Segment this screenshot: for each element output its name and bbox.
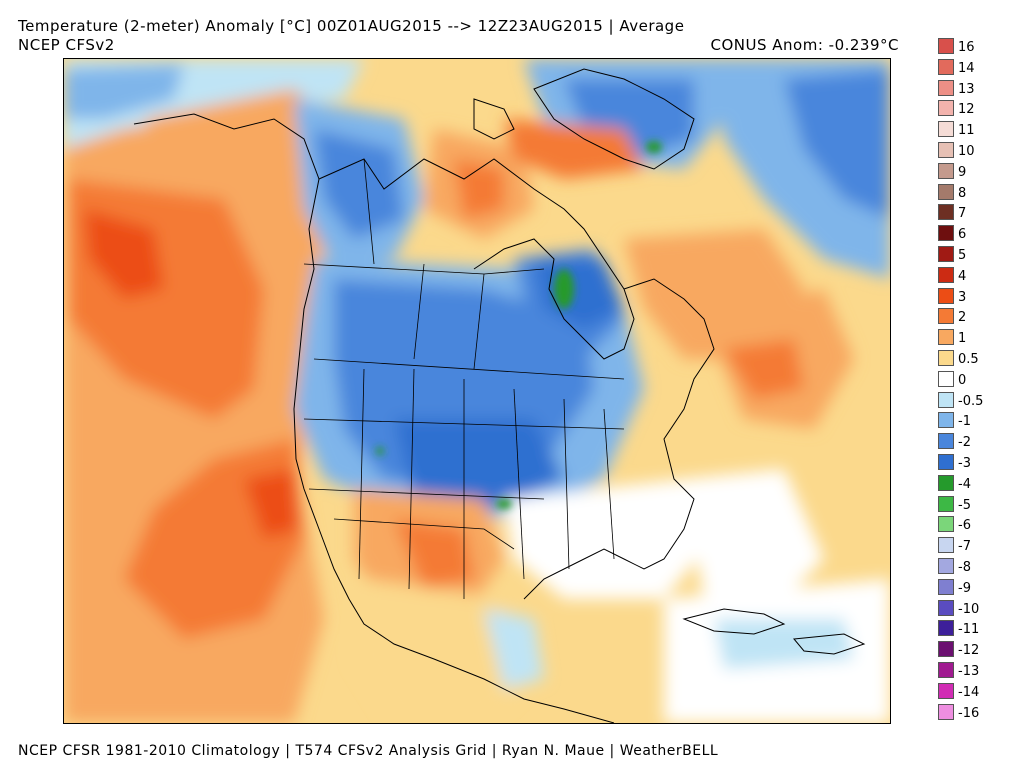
legend-swatch bbox=[938, 350, 954, 366]
legend-swatch bbox=[938, 516, 954, 533]
map-title: Temperature (2-meter) Anomaly [°C] 00Z01… bbox=[18, 17, 685, 35]
legend-swatch bbox=[938, 183, 954, 200]
legend-label: 16 bbox=[958, 40, 975, 55]
legend-label: -2 bbox=[958, 435, 971, 451]
legend-swatch bbox=[938, 225, 954, 242]
color-legend: 16 14 13 12 11 10 9 8 7 6 5 4 3 2 1 0.5 0 -0.5 -1 -2 -3 -4 -5 -… bbox=[938, 34, 1024, 724]
legend-label: 9 bbox=[958, 164, 967, 180]
legend-swatch bbox=[938, 641, 954, 658]
cold-cores bbox=[376, 141, 662, 509]
legend-label: -8 bbox=[958, 560, 971, 575]
legend-label: 4 bbox=[958, 268, 967, 284]
model-name: NCEP CFSv2 bbox=[18, 36, 115, 54]
legend-label: 10 bbox=[958, 144, 975, 159]
legend-label: 0.5 bbox=[958, 352, 979, 367]
legend-label: -13 bbox=[958, 664, 980, 679]
legend-label: -12 bbox=[958, 643, 980, 659]
legend-label: 8 bbox=[958, 185, 967, 201]
legend-label: -6 bbox=[958, 518, 971, 534]
legend-label: 2 bbox=[958, 310, 967, 326]
legend-label: -9 bbox=[958, 580, 971, 596]
legend-label: -10 bbox=[958, 601, 980, 617]
legend-swatch bbox=[938, 620, 954, 637]
legend-swatch bbox=[938, 266, 954, 283]
legend-label: -5 bbox=[958, 497, 971, 513]
legend-swatch bbox=[938, 391, 954, 408]
legend-label: 5 bbox=[958, 248, 967, 263]
legend-swatch bbox=[938, 495, 954, 512]
legend-label: -4 bbox=[958, 476, 971, 492]
coastlines bbox=[133, 68, 866, 723]
legend-swatch bbox=[938, 474, 954, 491]
legend-swatch bbox=[938, 412, 954, 429]
legend-label: -14 bbox=[958, 684, 980, 700]
legend-swatch bbox=[938, 599, 954, 616]
legend-swatch bbox=[938, 162, 954, 179]
legend-label: 7 bbox=[958, 206, 967, 222]
legend-swatch bbox=[938, 558, 954, 574]
political-borders bbox=[303, 158, 625, 599]
legend-label: 13 bbox=[958, 81, 975, 97]
legend-swatch bbox=[938, 329, 954, 346]
legend-label: 3 bbox=[958, 289, 967, 305]
legend-label: 6 bbox=[958, 227, 967, 243]
legend-label: -11 bbox=[958, 622, 980, 638]
footer-credits: NCEP CFSR 1981-2010 Climatology | T574 C… bbox=[18, 743, 719, 759]
anomaly-shading bbox=[64, 59, 890, 723]
legend-swatch bbox=[938, 121, 954, 138]
legend-swatch bbox=[938, 682, 954, 699]
legend-swatch bbox=[938, 308, 954, 325]
legend-swatch bbox=[938, 370, 954, 387]
legend-swatch bbox=[938, 38, 954, 54]
legend-swatch bbox=[938, 433, 954, 450]
legend-label: -7 bbox=[958, 539, 971, 555]
anomaly-map-canvas bbox=[64, 59, 890, 723]
legend-swatch bbox=[938, 246, 954, 262]
legend-label: -1 bbox=[958, 414, 971, 430]
conus-anomaly: CONUS Anom: -0.239°C bbox=[710, 36, 899, 54]
legend-label: -3 bbox=[958, 456, 971, 471]
legend-swatch bbox=[938, 537, 954, 554]
legend-label: -16 bbox=[958, 705, 980, 721]
legend-label: 1 bbox=[958, 331, 967, 347]
legend-swatch bbox=[938, 287, 954, 304]
legend-swatch bbox=[938, 578, 954, 595]
legend-swatch bbox=[938, 100, 954, 117]
legend-swatch bbox=[938, 454, 954, 470]
legend-swatch bbox=[938, 58, 954, 75]
legend-swatch bbox=[938, 204, 954, 221]
legend-label: -0.5 bbox=[958, 393, 984, 409]
legend-label: 0 bbox=[958, 372, 967, 388]
legend-swatch bbox=[938, 662, 954, 678]
legend-label: 11 bbox=[958, 123, 975, 139]
legend-label: 14 bbox=[958, 60, 975, 76]
legend-swatch bbox=[938, 79, 954, 96]
legend-swatch bbox=[938, 142, 954, 158]
anomaly-map bbox=[63, 58, 891, 724]
legend-swatch bbox=[938, 703, 954, 720]
legend-label: 12 bbox=[958, 102, 975, 118]
